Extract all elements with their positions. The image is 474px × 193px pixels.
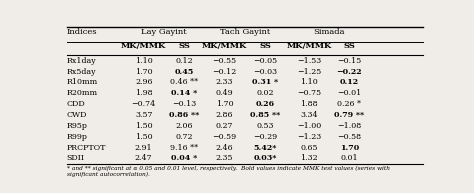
Text: 3.34: 3.34	[300, 111, 318, 119]
Text: −0.29: −0.29	[253, 133, 277, 141]
Text: −1.25: −1.25	[297, 68, 321, 76]
Text: −1.53: −1.53	[297, 57, 321, 65]
Text: 5.42*: 5.42*	[253, 144, 277, 152]
Text: 0.26: 0.26	[255, 100, 274, 108]
Text: 0.72: 0.72	[175, 133, 193, 141]
Text: MK/MMK: MK/MMK	[202, 42, 247, 51]
Text: 1.98: 1.98	[135, 89, 153, 97]
Text: 0.45: 0.45	[174, 68, 194, 76]
Text: Tach Gayint: Tach Gayint	[219, 28, 270, 36]
Text: CWD: CWD	[66, 111, 87, 119]
Text: Rx1day: Rx1day	[66, 57, 96, 65]
Text: Rx5day: Rx5day	[66, 68, 96, 76]
Text: 0.02: 0.02	[256, 89, 273, 97]
Text: MK/MMK: MK/MMK	[121, 42, 166, 51]
Text: 2.33: 2.33	[216, 78, 233, 86]
Text: 9.16 **: 9.16 **	[170, 144, 198, 152]
Text: 0.12: 0.12	[340, 78, 359, 86]
Text: −0.74: −0.74	[132, 100, 156, 108]
Text: 0.31 *: 0.31 *	[252, 78, 278, 86]
Text: 0.53: 0.53	[256, 122, 273, 130]
Text: 1.50: 1.50	[135, 122, 153, 130]
Text: 0.86 **: 0.86 **	[169, 111, 199, 119]
Text: 0.65: 0.65	[301, 144, 318, 152]
Text: 0.03*: 0.03*	[253, 154, 277, 162]
Text: −0.15: −0.15	[337, 57, 362, 65]
Text: −0.03: −0.03	[253, 68, 277, 76]
Text: * and ** significant at α 0.05 and 0.01 level, respectively.  Bold values indica: * and ** significant at α 0.05 and 0.01 …	[66, 166, 390, 177]
Text: −0.12: −0.12	[212, 68, 237, 76]
Text: 1.70: 1.70	[135, 68, 153, 76]
Text: Lay Gayint: Lay Gayint	[141, 28, 187, 36]
Text: SS: SS	[178, 42, 190, 51]
Text: 0.79 **: 0.79 **	[334, 111, 365, 119]
Text: −0.75: −0.75	[297, 89, 321, 97]
Text: −1.08: −1.08	[337, 122, 362, 130]
Text: SS: SS	[344, 42, 356, 51]
Text: 0.01: 0.01	[341, 154, 358, 162]
Text: MK/MMK: MK/MMK	[286, 42, 332, 51]
Text: 0.27: 0.27	[216, 122, 233, 130]
Text: −0.55: −0.55	[212, 57, 237, 65]
Text: −0.13: −0.13	[172, 100, 196, 108]
Text: 1.10: 1.10	[300, 78, 318, 86]
Text: 2.96: 2.96	[135, 78, 153, 86]
Text: SDII: SDII	[66, 154, 84, 162]
Text: 1.88: 1.88	[300, 100, 318, 108]
Text: 0.14 *: 0.14 *	[171, 89, 197, 97]
Text: −0.01: −0.01	[337, 89, 362, 97]
Text: −0.05: −0.05	[253, 57, 277, 65]
Text: R99p: R99p	[66, 133, 88, 141]
Text: 0.12: 0.12	[175, 57, 193, 65]
Text: 2.46: 2.46	[216, 144, 233, 152]
Text: 1.50: 1.50	[135, 133, 153, 141]
Text: R95p: R95p	[66, 122, 88, 130]
Text: 1.10: 1.10	[135, 57, 153, 65]
Text: 2.06: 2.06	[175, 122, 193, 130]
Text: −1.23: −1.23	[297, 133, 321, 141]
Text: −0.22: −0.22	[337, 68, 362, 76]
Text: −0.58: −0.58	[337, 133, 362, 141]
Text: 1.70: 1.70	[216, 100, 233, 108]
Text: SS: SS	[259, 42, 271, 51]
Text: 0.26 *: 0.26 *	[337, 100, 362, 108]
Text: 0.49: 0.49	[216, 89, 233, 97]
Text: 2.91: 2.91	[135, 144, 153, 152]
Text: R10mm: R10mm	[66, 78, 98, 86]
Text: 0.85 **: 0.85 **	[250, 111, 280, 119]
Text: 0.04 *: 0.04 *	[171, 154, 197, 162]
Text: 2.86: 2.86	[216, 111, 233, 119]
Text: 3.57: 3.57	[135, 111, 153, 119]
Text: Simada: Simada	[313, 28, 345, 36]
Text: Indices: Indices	[66, 28, 97, 36]
Text: −1.00: −1.00	[297, 122, 321, 130]
Text: 1.70: 1.70	[340, 144, 359, 152]
Text: CDD: CDD	[66, 100, 85, 108]
Text: 2.35: 2.35	[216, 154, 233, 162]
Text: 1.32: 1.32	[300, 154, 318, 162]
Text: PRCPTOT: PRCPTOT	[66, 144, 106, 152]
Text: 2.47: 2.47	[135, 154, 153, 162]
Text: −0.59: −0.59	[212, 133, 237, 141]
Text: R20mm: R20mm	[66, 89, 98, 97]
Text: 0.46 **: 0.46 **	[170, 78, 198, 86]
